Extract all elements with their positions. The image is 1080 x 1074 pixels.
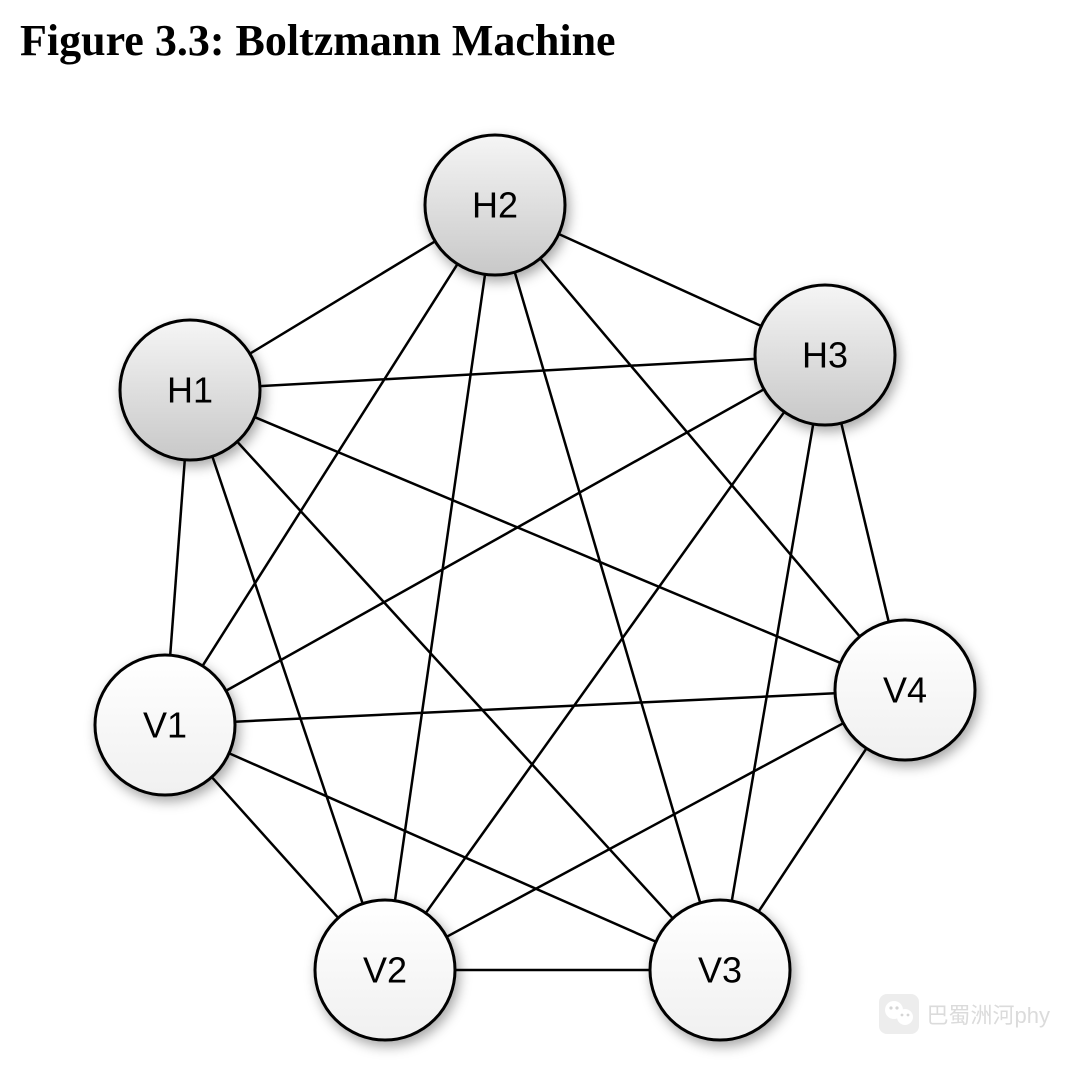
nodes-layer: H2 H1 H3 V1 V4 V2 V3 xyxy=(95,135,975,1040)
node-H2: H2 xyxy=(425,135,565,275)
edge-H3-V3 xyxy=(732,424,813,901)
node-V4: V4 xyxy=(835,620,975,760)
node-label-V4: V4 xyxy=(883,670,927,711)
node-label-H1: H1 xyxy=(167,370,213,411)
node-label-V2: V2 xyxy=(363,950,407,991)
edge-H1-V2 xyxy=(212,456,362,903)
edge-H2-V1 xyxy=(203,264,458,666)
node-V1: V1 xyxy=(95,655,235,795)
node-H1: H1 xyxy=(120,320,260,460)
node-label-V1: V1 xyxy=(143,705,187,746)
edge-H1-V1 xyxy=(170,460,185,655)
node-V2: V2 xyxy=(315,900,455,1040)
edge-H1-H2 xyxy=(250,241,435,353)
node-label-V3: V3 xyxy=(698,950,742,991)
edge-V3-V4 xyxy=(759,748,867,911)
node-label-H3: H3 xyxy=(802,335,848,376)
edge-H2-H3 xyxy=(559,234,762,326)
node-H3: H3 xyxy=(755,285,895,425)
watermark-text: 巴蜀洲河phy xyxy=(927,998,1050,1030)
edge-V1-V2 xyxy=(212,777,338,918)
edge-H3-V4 xyxy=(841,423,888,622)
wechat-icon xyxy=(879,994,919,1034)
node-V3: V3 xyxy=(650,900,790,1040)
node-label-H2: H2 xyxy=(472,185,518,226)
edge-H1-H3 xyxy=(260,359,755,386)
edge-V1-V3 xyxy=(229,753,656,941)
edge-H3-V1 xyxy=(226,389,764,691)
edge-H3-V2 xyxy=(426,412,785,913)
edge-V2-V4 xyxy=(447,723,844,937)
boltzmann-diagram: H2 H1 H3 V1 V4 V2 V3 xyxy=(55,100,1025,1060)
watermark: 巴蜀洲河phy xyxy=(879,994,1050,1034)
figure-title: Figure 3.3: Boltzmann Machine xyxy=(20,15,616,66)
edge-V1-V4 xyxy=(235,693,835,721)
edge-H1-V3 xyxy=(237,442,673,919)
network-svg: H2 H1 H3 V1 V4 V2 V3 xyxy=(55,100,1025,1060)
